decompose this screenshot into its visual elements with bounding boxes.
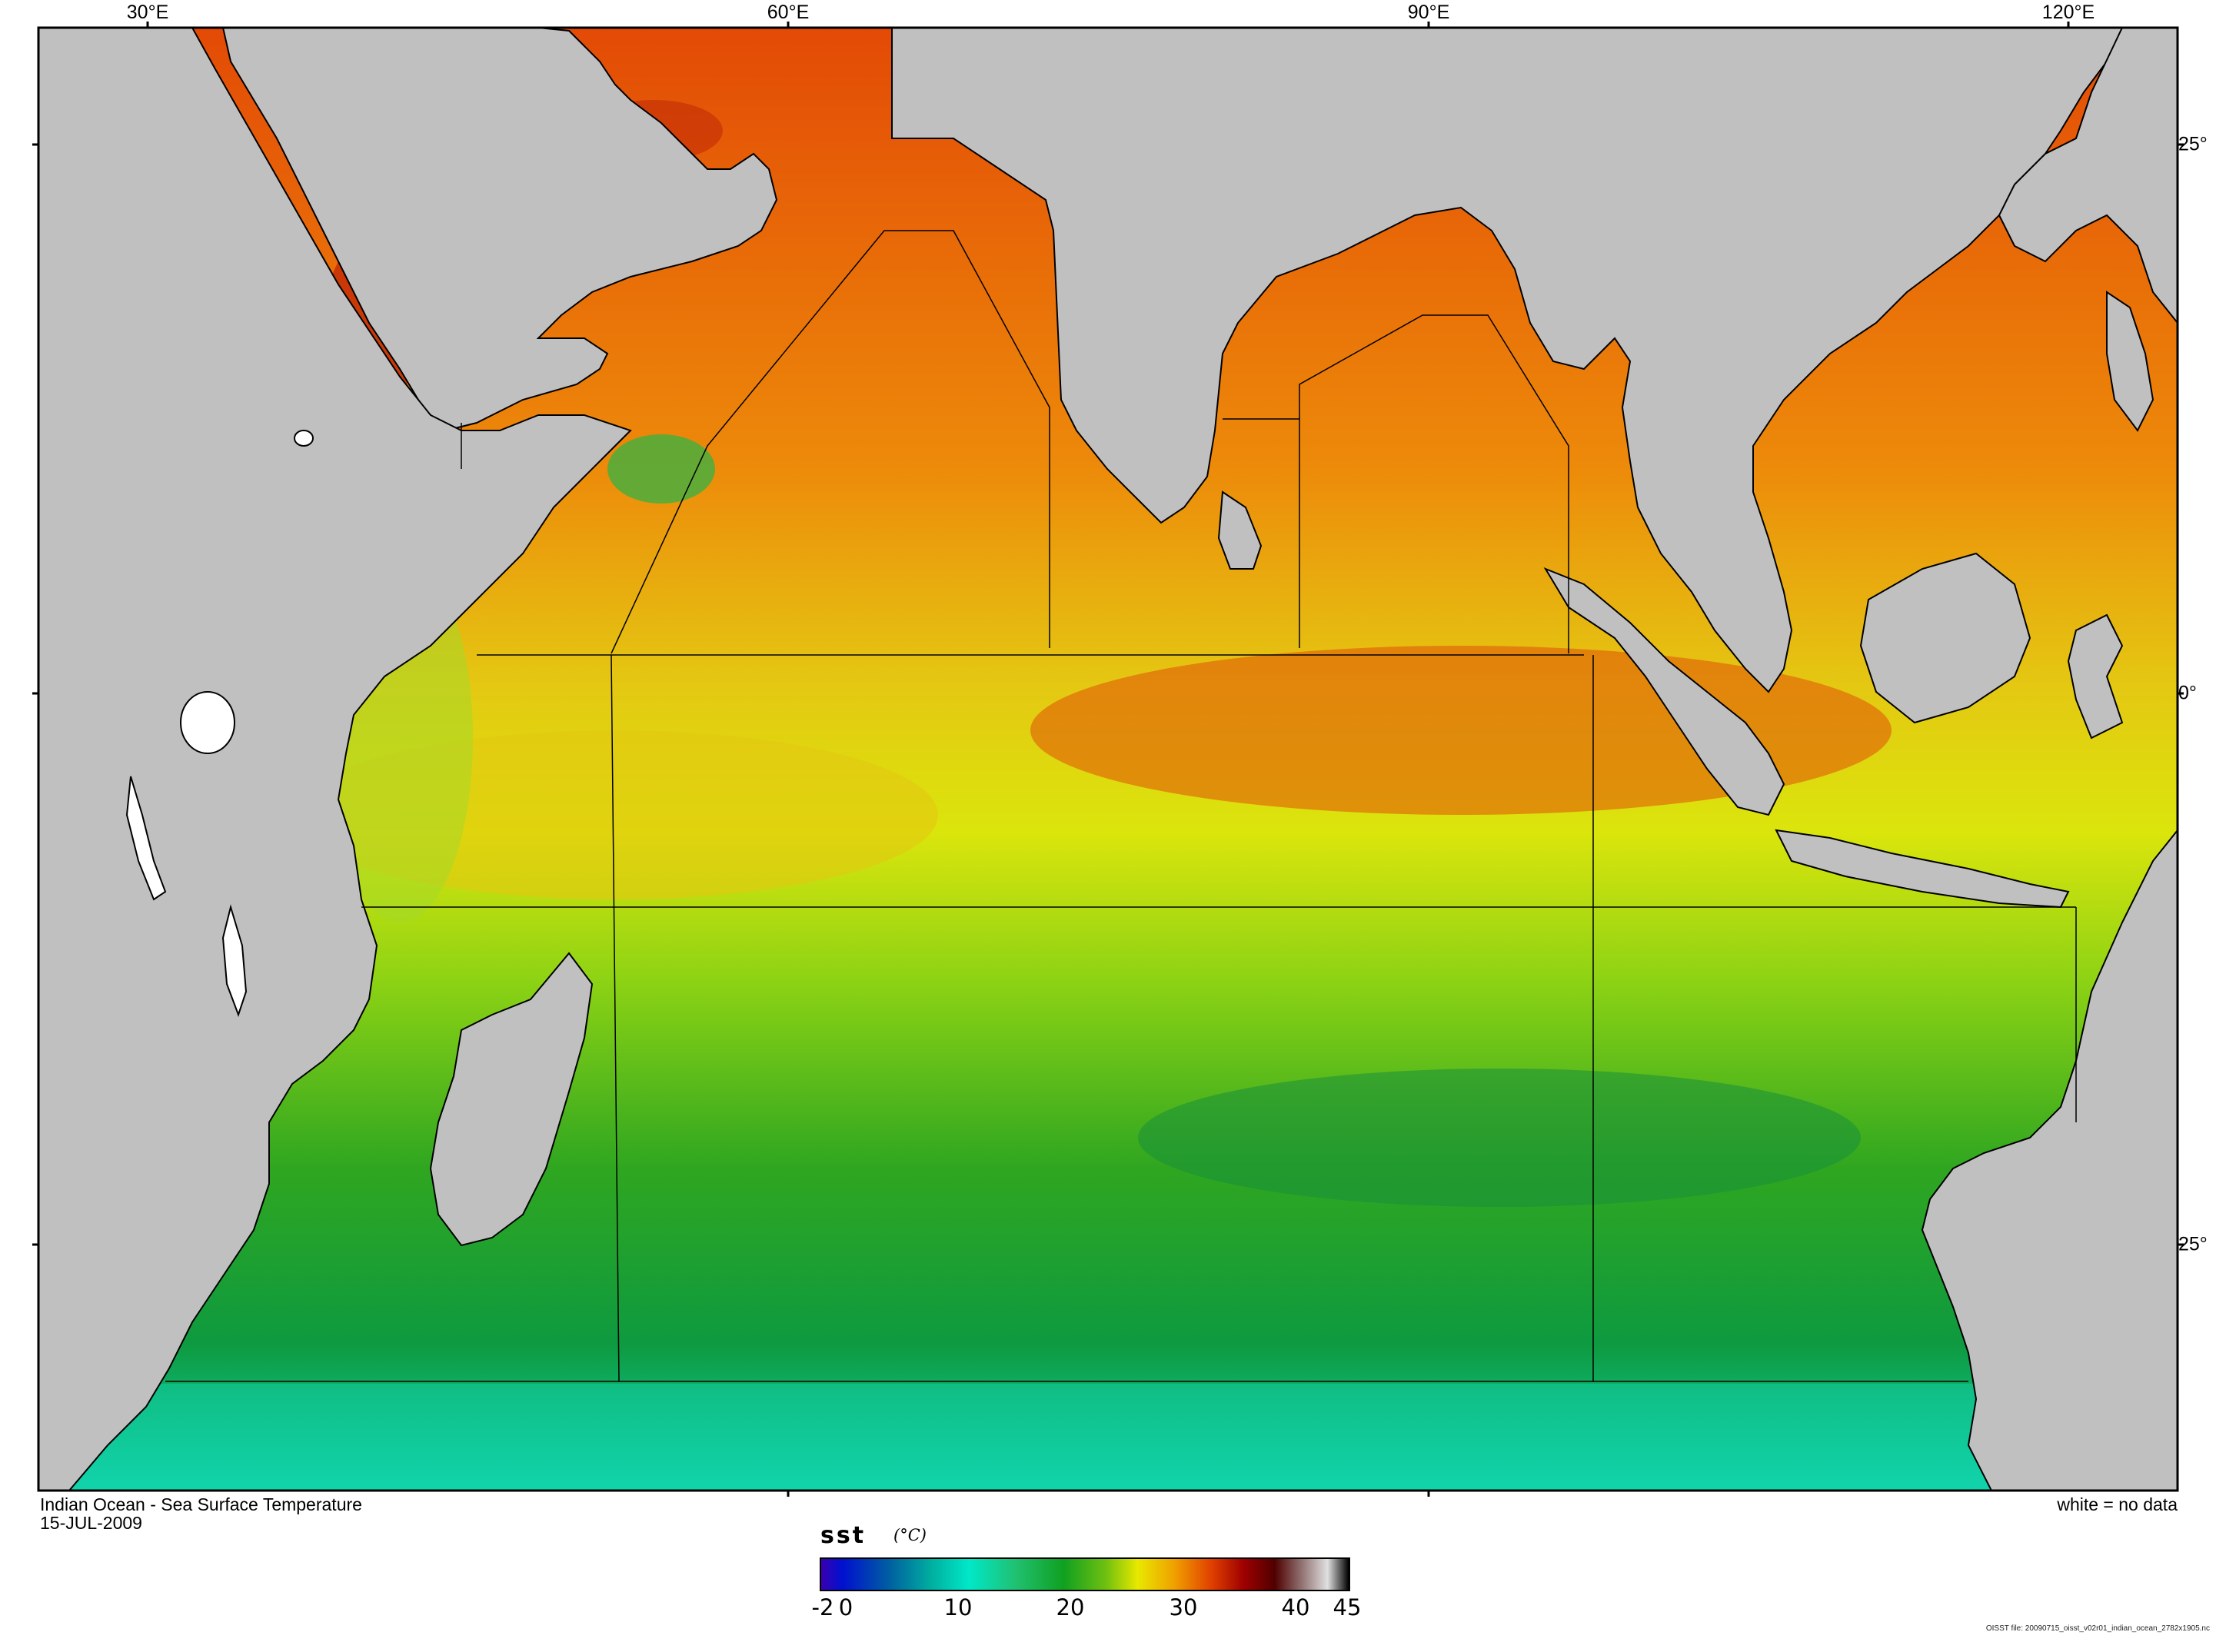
no-data-lake-malawi — [221, 904, 248, 1017]
philippines-land — [2106, 291, 2154, 432]
south-east-asia-land — [1998, 28, 2178, 324]
region-boundary-arabian-sea — [611, 230, 1050, 654]
no-data-note: white = no data — [2057, 1494, 2178, 1514]
region-boundary-bay-of-bengal — [1299, 314, 1569, 653]
map-title: Indian Ocean - Sea Surface Temperature — [40, 1494, 362, 1514]
lon-label-120e: 120°E — [2041, 2, 2095, 23]
colorbar-tick: 20 — [1056, 1594, 1085, 1620]
africa-east-coast-land — [38, 28, 632, 1491]
colorbar-tick: 0 — [838, 1594, 853, 1620]
java-land — [1775, 829, 2070, 909]
borneo-land — [1859, 552, 2031, 724]
lon-label-90e: 90°E — [1407, 2, 1450, 23]
colorbar-tick: 10 — [943, 1594, 973, 1620]
lat-label-0: 0° — [2178, 682, 2197, 704]
cool-somali-upwelling — [607, 434, 715, 504]
lon-label-60e: 60°E — [767, 2, 810, 23]
colorbar — [820, 1557, 1350, 1591]
lat-label-25s: 25° — [2178, 1233, 2208, 1255]
sulawesi-land — [2067, 613, 2124, 740]
colorbar-variable: sst — [820, 1522, 867, 1549]
map-date: 15-JUL-2009 — [40, 1513, 142, 1533]
australia-land — [1921, 829, 2178, 1491]
lat-label-25n: 25° — [2178, 133, 2208, 155]
colorbar-tick: -2 — [811, 1594, 834, 1620]
file-note: OISST file: 20090715_oisst_v02r01_indian… — [1985, 1624, 2210, 1633]
lon-label-30e: 30°E — [126, 2, 169, 23]
sumatra-land — [1543, 567, 1785, 816]
region-boundary-gulf — [461, 418, 1299, 469]
africa-arabia-land — [38, 28, 2124, 693]
region-boundary-west — [611, 654, 620, 1382]
madagascar-land — [429, 952, 594, 1247]
colorbar-unit: (°C) — [893, 1526, 927, 1544]
sri-lanka-land — [1217, 490, 1263, 570]
no-data-small-lake — [294, 430, 314, 447]
colorbar-tick: 45 — [1333, 1594, 1362, 1620]
map-frame — [37, 26, 2179, 1492]
southern-cold-band — [38, 1384, 2178, 1491]
colorbar-tick: 40 — [1281, 1594, 1310, 1620]
no-data-lake-tanganyika — [125, 776, 167, 901]
no-data-lake-victoria — [180, 691, 235, 754]
colorbar-tick: 30 — [1169, 1594, 1198, 1620]
cool-south-east-patch — [1138, 1069, 1861, 1207]
